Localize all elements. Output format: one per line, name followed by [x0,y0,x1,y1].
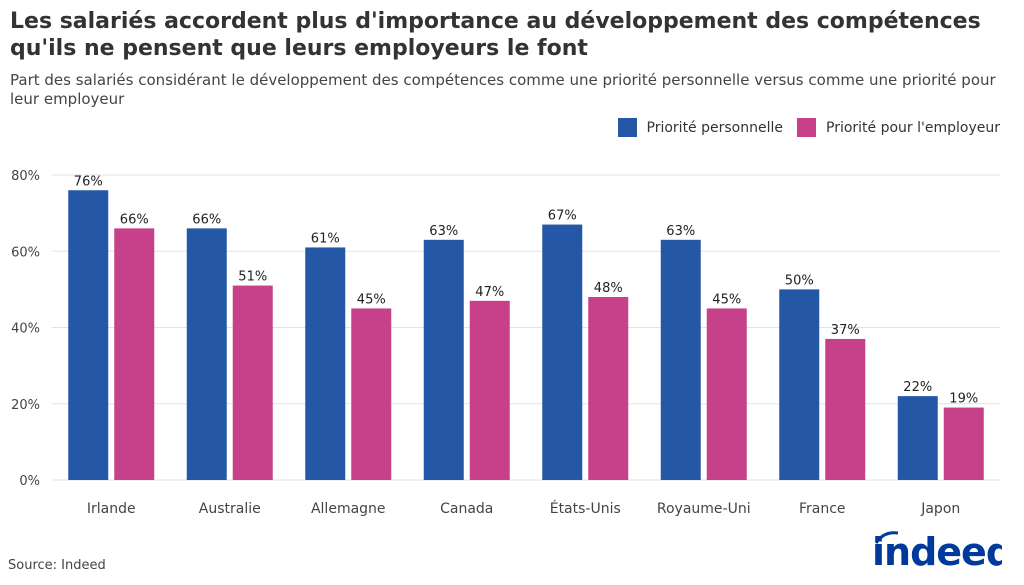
legend-swatch-personal [617,118,637,137]
bar-personal [68,190,109,480]
data-label: 63% [666,224,695,239]
data-label: 51% [238,270,267,285]
legend: Priorité personnelle Priorité pour l'emp… [604,118,1000,137]
bar-personal [186,228,227,480]
y-tick-label: 0% [19,474,40,489]
bar-employer [943,407,984,480]
data-label: 45% [357,292,386,307]
y-tick-label: 20% [11,398,40,413]
data-label: 76% [74,174,103,189]
x-tick-label: Japon [920,501,960,517]
data-label: 63% [429,224,458,239]
data-label: 22% [903,380,932,395]
legend-item-personal: Priorité personnelle [617,118,783,137]
data-label: 48% [594,281,623,296]
bar-employer [706,308,747,480]
data-label: 45% [712,292,741,307]
data-label: 61% [311,231,340,246]
y-tick-label: 80% [11,169,40,184]
legend-label-employer: Priorité pour l'employeur [826,119,1000,136]
bar-employer [351,308,392,480]
chart-title: Les salariés accordent plus d'importance… [10,9,981,61]
x-tick-label: Irlande [87,501,136,517]
data-label: 66% [120,212,149,227]
indeed-logo: indeed [872,527,1013,575]
chart-subtitle: Part des salariés considérant le dévelop… [10,71,996,108]
data-label: 37% [831,323,860,338]
x-tick-label: Australie [199,501,261,517]
legend-label-personal: Priorité personnelle [646,119,783,136]
data-label: 67% [548,209,577,224]
bar-personal [779,289,820,480]
svg-text:indeed: indeed [872,530,1002,571]
y-tick-label: 40% [11,322,40,337]
bar-employer [825,338,866,480]
legend-item-employer: Priorité pour l'employeur [797,118,1000,137]
data-label: 50% [785,273,814,288]
source-note: Source: Indeed [8,558,106,573]
legend-swatch-employer [797,118,816,137]
data-label: 19% [949,392,978,407]
x-tick-label: Royaume-Uni [657,501,751,517]
data-label: 66% [192,212,221,227]
y-tick-label: 60% [11,245,40,260]
x-tick-label: États-Unis [550,500,621,517]
bar-employer [232,285,273,480]
bar-personal [542,224,583,480]
bar-personal [660,239,701,480]
x-tick-label: Allemagne [311,501,386,517]
data-label: 47% [475,285,504,300]
bar-employer [114,228,155,480]
bar-employer [469,300,510,480]
x-tick-label: Canada [440,501,493,517]
bar-personal [897,396,938,480]
bar-personal [305,247,346,480]
bar-personal [423,239,464,480]
x-tick-label: France [799,501,846,517]
bar-employer [588,297,629,480]
